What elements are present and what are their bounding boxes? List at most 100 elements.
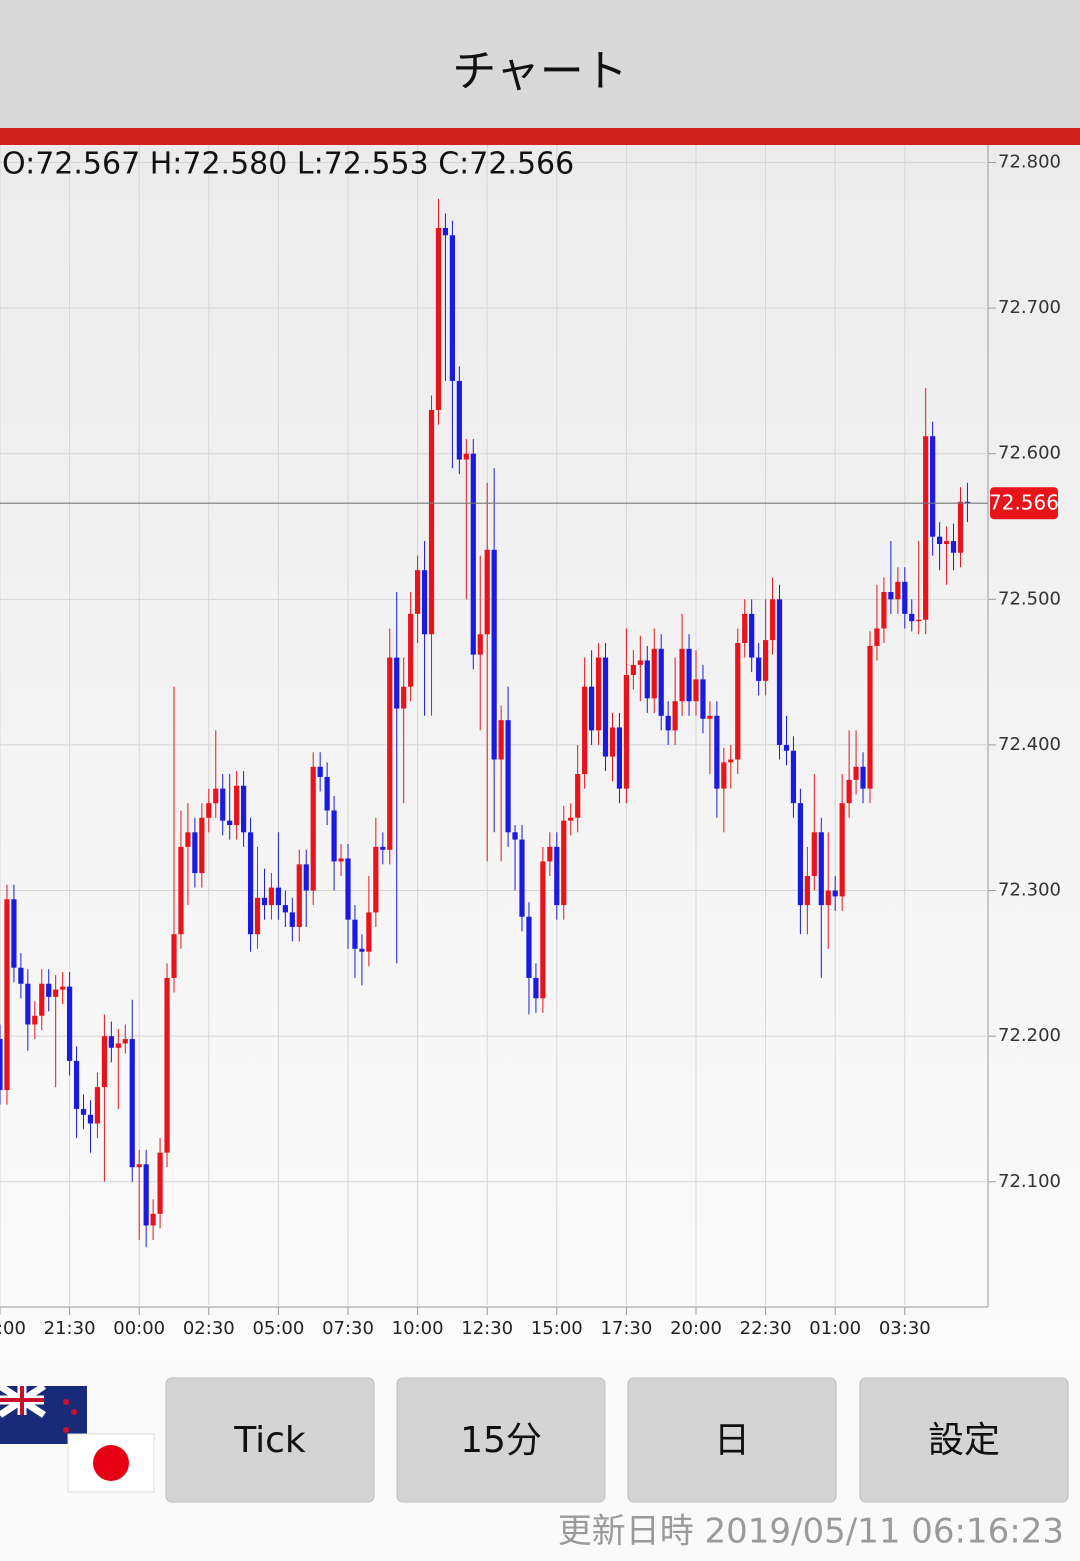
candle-body [192, 832, 198, 874]
candle-body [964, 501, 971, 504]
current-price-tag [990, 487, 1058, 520]
x-tick-label: 07:30 [322, 1318, 374, 1339]
tab-button[interactable]: 15分 [396, 1377, 606, 1503]
candle-body [526, 916, 532, 978]
candle-body [623, 675, 629, 789]
candle-body [261, 897, 268, 906]
candle-body [749, 613, 755, 658]
candle-body [568, 817, 574, 821]
candle-body [39, 983, 45, 1016]
button-label[interactable]: Tick [233, 1420, 306, 1461]
candle-body [902, 581, 908, 614]
candle-body [101, 1036, 107, 1088]
candle-body [421, 570, 428, 635]
candle-body [686, 648, 692, 702]
candle-body [136, 1164, 142, 1168]
candle-body [602, 657, 609, 757]
candle-body [776, 599, 783, 745]
candle-body [783, 744, 790, 751]
candle-body [561, 820, 567, 906]
button-label[interactable]: 日 [714, 1420, 750, 1461]
current-price-label: 72.566 [989, 491, 1059, 515]
candle-body [505, 720, 511, 833]
candle-body [540, 861, 546, 999]
candle-body [157, 1152, 163, 1214]
flags [0, 1383, 155, 1493]
candle-body [811, 832, 817, 876]
candle-body [728, 759, 734, 763]
candle-body [735, 643, 741, 760]
candle-body [616, 727, 623, 789]
candle-body [658, 648, 664, 716]
candle-body [888, 592, 894, 600]
candle-body [122, 1039, 128, 1044]
button-bg[interactable] [165, 1377, 375, 1503]
plot [0, 145, 988, 1307]
x-tick-label: 03:30 [879, 1318, 931, 1339]
candle-body [554, 846, 560, 906]
candle-body [150, 1213, 156, 1226]
update-time: 更新日時 2019/05/11 06:16:23 [558, 1512, 1064, 1552]
candle-body [241, 785, 247, 833]
candle-body [317, 766, 323, 777]
candle-body [247, 832, 254, 935]
candle-body [943, 541, 950, 544]
tab-button[interactable]: 日 [627, 1377, 837, 1503]
candle-body [0, 1039, 3, 1091]
candle-body [533, 977, 539, 999]
x-tick-label: 00:00 [113, 1318, 165, 1339]
x-tick-label: 10:00 [392, 1318, 444, 1339]
candle-body [352, 919, 358, 949]
y-tick-label: 72.200 [998, 1025, 1061, 1046]
candle-body [637, 660, 643, 665]
candle-body [832, 890, 838, 897]
tab-button[interactable]: 設定 [859, 1377, 1069, 1503]
candle-body [609, 727, 616, 757]
x-tick-label: 22:30 [740, 1318, 792, 1339]
x-tick-label: 05:00 [252, 1318, 304, 1339]
candle-body [53, 989, 59, 997]
candle-body [268, 887, 275, 906]
candle-body [665, 715, 671, 731]
buttons: Tick 15分 日 設定 [165, 1377, 1069, 1503]
button-bg[interactable] [859, 1377, 1069, 1503]
candle-body [909, 613, 915, 622]
candle-body [289, 912, 295, 927]
candle-body [73, 1060, 80, 1109]
x-tick-label: 12:30 [461, 1318, 513, 1339]
candle-body [80, 1108, 87, 1115]
candle-body [477, 634, 483, 655]
candle-body [595, 657, 602, 731]
candle-body [394, 657, 400, 709]
axes: 72.100 72.200 72.300 72.400 72.500 72.600 72.7… [0, 151, 1061, 1339]
candle-body [143, 1164, 149, 1226]
ohlc-readout: O:72.567 H:72.580 L:72.553 C:72.566 [2, 147, 574, 182]
button-label[interactable]: 設定 [928, 1420, 1000, 1461]
candle-body [442, 228, 449, 236]
candle-body [303, 864, 309, 891]
button-bg[interactable] [627, 1377, 837, 1503]
tab-button[interactable]: Tick [165, 1377, 375, 1503]
candle-body [881, 592, 887, 629]
y-tick-label: 72.800 [998, 151, 1061, 172]
candle-body [428, 410, 435, 635]
candle-body [804, 875, 810, 906]
button-bg[interactable] [396, 1377, 606, 1503]
candle-body [359, 948, 365, 952]
candle-body [324, 776, 330, 811]
candle-body [839, 803, 845, 897]
candle-body [373, 846, 379, 913]
candle-body [338, 858, 344, 862]
candle-body [4, 899, 10, 1091]
candle-body [60, 986, 66, 990]
candle-body [867, 645, 873, 789]
candle-body [254, 897, 261, 935]
candle-body [693, 679, 699, 702]
y-tick-label: 72.300 [998, 880, 1061, 901]
candle-body [345, 858, 351, 920]
candle-body [310, 766, 316, 891]
candle-body [67, 986, 73, 1061]
candle-body [589, 686, 595, 731]
x-tick-label: 19:00 [0, 1318, 26, 1339]
button-label[interactable]: 15分 [460, 1420, 542, 1461]
